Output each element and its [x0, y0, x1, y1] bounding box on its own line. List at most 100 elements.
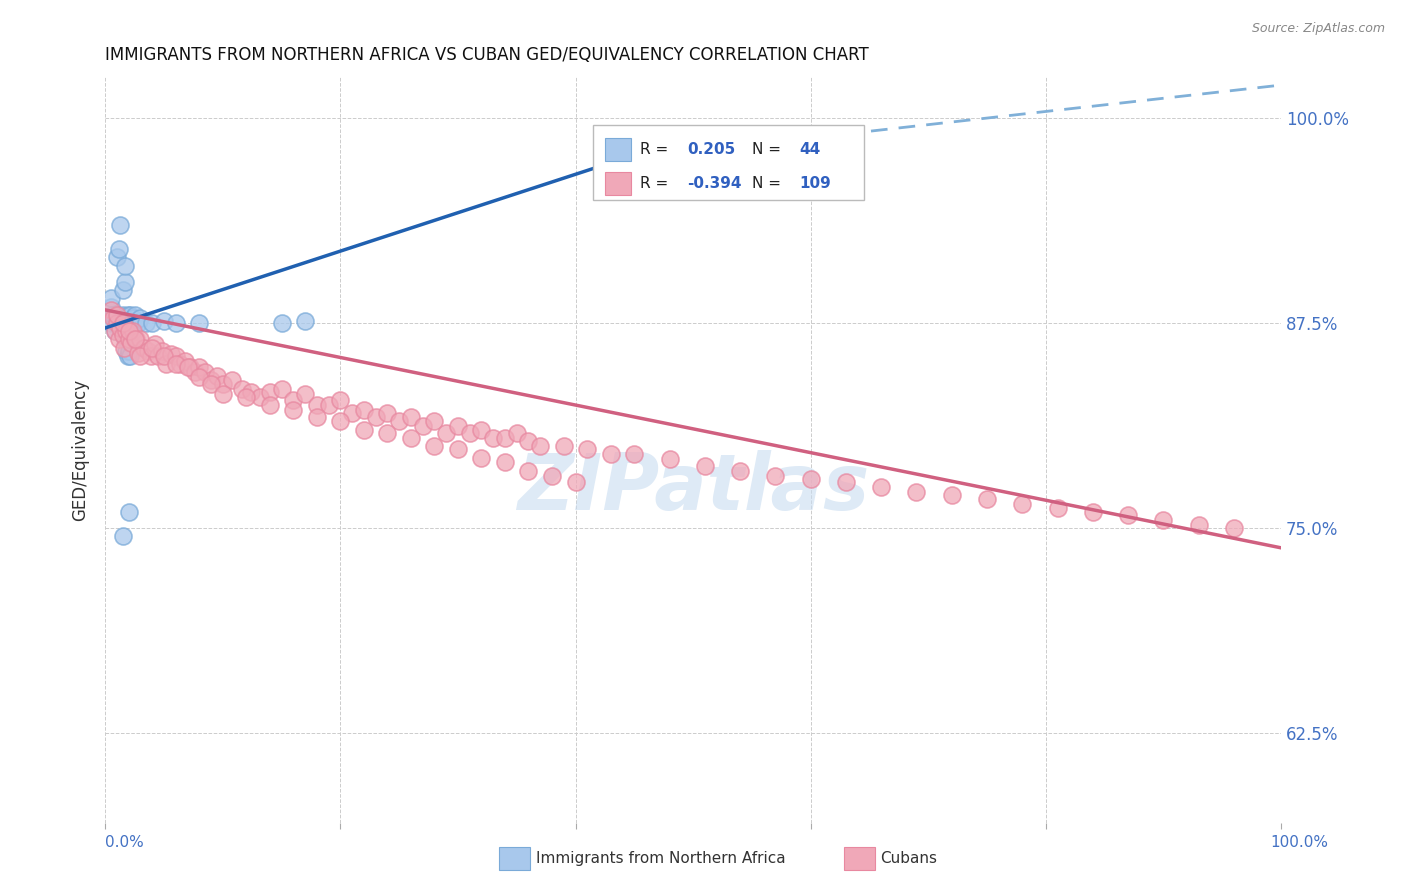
Text: IMMIGRANTS FROM NORTHERN AFRICA VS CUBAN GED/EQUIVALENCY CORRELATION CHART: IMMIGRANTS FROM NORTHERN AFRICA VS CUBAN… — [105, 46, 869, 64]
Point — [541, 468, 564, 483]
Point — [183, 365, 205, 379]
Point — [353, 423, 375, 437]
Text: 0.0%: 0.0% — [105, 836, 145, 850]
Point — [231, 382, 253, 396]
Point — [174, 353, 197, 368]
Point — [146, 349, 169, 363]
Point — [283, 393, 305, 408]
Point — [118, 308, 141, 322]
Point — [100, 302, 122, 317]
Point — [564, 475, 586, 490]
Point — [235, 390, 257, 404]
Text: Immigrants from Northern Africa: Immigrants from Northern Africa — [536, 851, 786, 865]
Point — [112, 324, 135, 338]
Point — [506, 425, 529, 440]
Point — [115, 324, 138, 338]
Point — [108, 333, 131, 347]
Point — [111, 316, 134, 330]
Point — [165, 316, 187, 330]
Point — [139, 349, 162, 363]
Point — [270, 316, 292, 330]
Point — [110, 321, 132, 335]
Text: 100.0%: 100.0% — [1271, 836, 1329, 850]
Point — [434, 425, 457, 440]
Point — [105, 308, 128, 322]
Point — [221, 374, 243, 388]
Point — [623, 447, 645, 461]
Point — [200, 376, 222, 391]
Point — [693, 458, 716, 473]
Point — [100, 300, 122, 314]
Point — [136, 343, 159, 358]
Point — [108, 242, 131, 256]
Point — [728, 464, 751, 478]
Point — [447, 442, 470, 457]
Point — [412, 419, 434, 434]
Text: -0.394: -0.394 — [688, 176, 742, 191]
Point — [120, 316, 142, 330]
Point — [259, 384, 281, 399]
Point — [194, 365, 217, 379]
Point — [658, 452, 681, 467]
Point — [124, 308, 146, 322]
Point — [517, 464, 540, 478]
Text: R =: R = — [640, 176, 673, 191]
Point — [200, 374, 222, 388]
Point — [141, 316, 163, 330]
Point — [115, 316, 138, 330]
Point — [127, 316, 149, 330]
Point — [1081, 505, 1104, 519]
Point — [103, 311, 125, 326]
Point — [153, 314, 176, 328]
Point — [104, 324, 127, 338]
Point — [553, 439, 575, 453]
Point — [763, 468, 786, 483]
Point — [482, 431, 505, 445]
Point — [122, 311, 145, 326]
Point — [976, 491, 998, 506]
Point — [105, 251, 128, 265]
Point — [1046, 501, 1069, 516]
Point — [179, 360, 201, 375]
Point — [205, 368, 228, 383]
Point — [188, 370, 211, 384]
Point — [458, 425, 481, 440]
Point — [129, 349, 152, 363]
Point — [124, 316, 146, 330]
Point — [127, 345, 149, 359]
Point — [176, 360, 198, 375]
Point — [576, 442, 599, 457]
Point — [118, 349, 141, 363]
Text: N =: N = — [752, 176, 786, 191]
Point — [494, 455, 516, 469]
Point — [118, 343, 141, 358]
Point — [160, 347, 183, 361]
Point — [240, 384, 263, 399]
Point — [111, 283, 134, 297]
Point — [1116, 508, 1139, 522]
Point — [377, 406, 399, 420]
Point — [1152, 513, 1174, 527]
Point — [118, 505, 141, 519]
Point — [111, 529, 134, 543]
Point — [423, 414, 446, 428]
Point — [118, 333, 141, 347]
Point — [305, 409, 328, 424]
Point — [249, 390, 271, 404]
Text: Cubans: Cubans — [880, 851, 938, 865]
Point — [259, 398, 281, 412]
Point — [169, 357, 191, 371]
Point — [1223, 521, 1246, 535]
Point — [104, 316, 127, 330]
Point — [423, 439, 446, 453]
Text: 109: 109 — [799, 176, 831, 191]
Point — [117, 308, 139, 322]
Point — [388, 414, 411, 428]
Text: Source: ZipAtlas.com: Source: ZipAtlas.com — [1251, 22, 1385, 36]
Point — [132, 341, 155, 355]
Point — [110, 218, 132, 232]
Point — [117, 349, 139, 363]
Point — [1011, 496, 1033, 510]
Point — [124, 333, 146, 347]
Point — [364, 409, 387, 424]
